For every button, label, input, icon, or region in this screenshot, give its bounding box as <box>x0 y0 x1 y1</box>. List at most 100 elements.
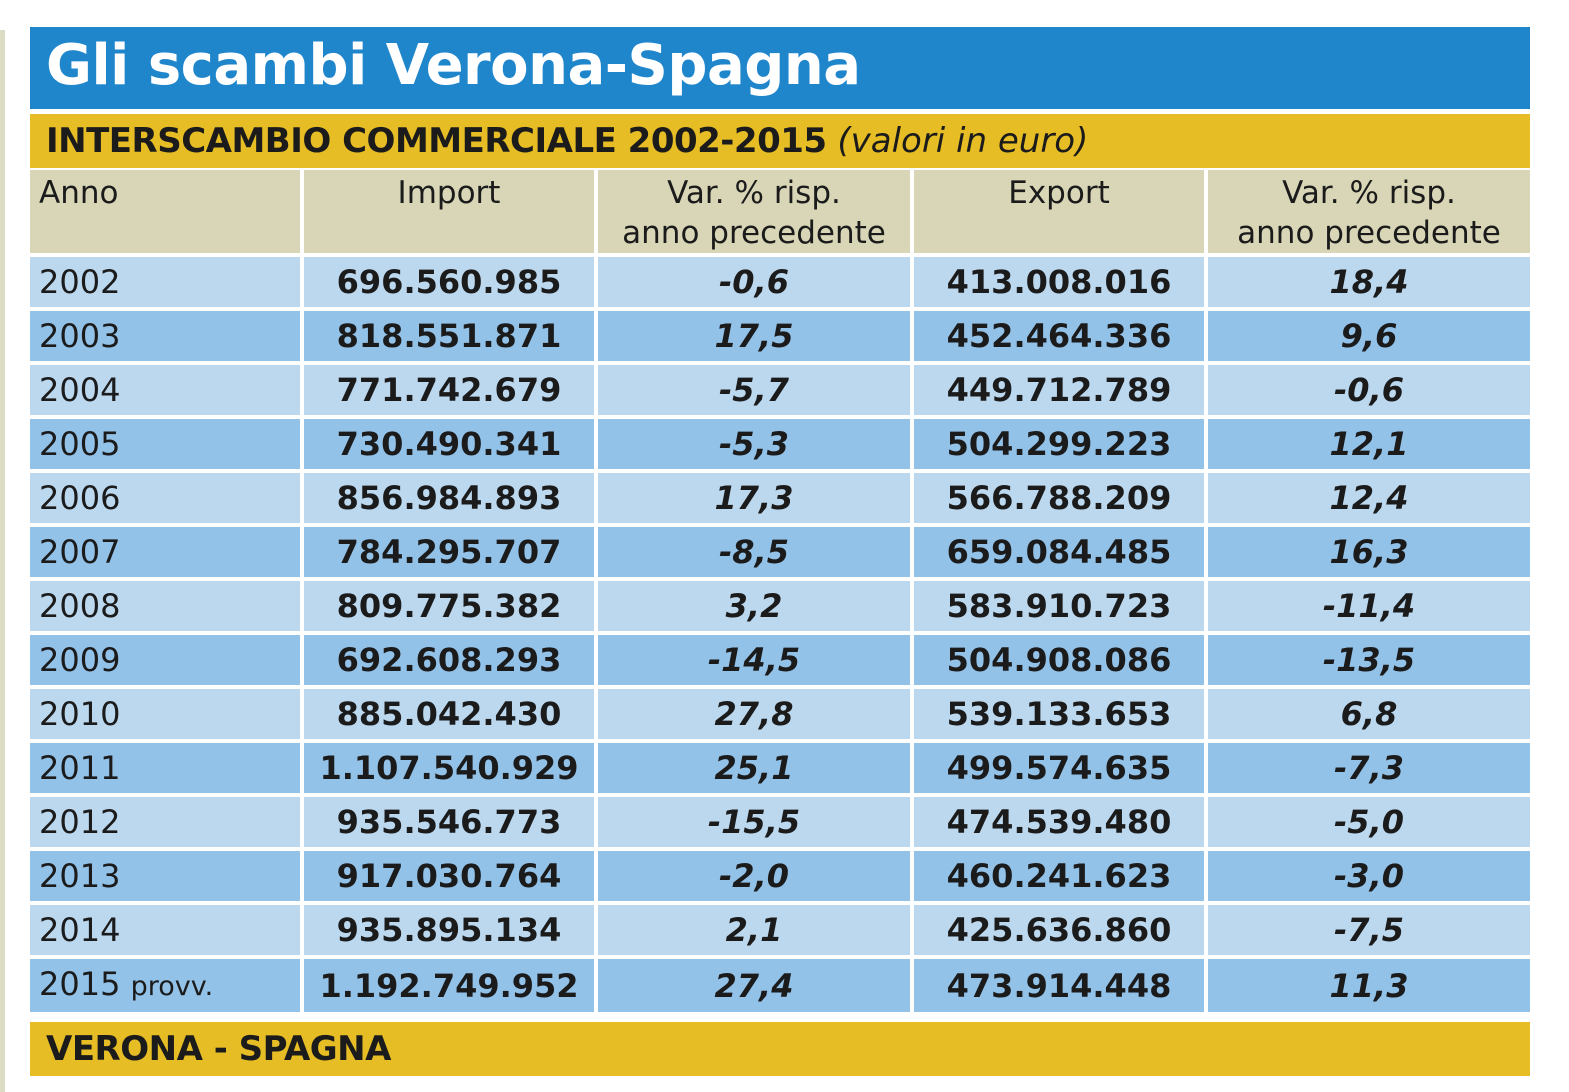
import-variation-cell: -0,6 <box>594 255 912 311</box>
import-variation-cell: 17,3 <box>594 471 912 527</box>
year-value: 2012 <box>39 803 121 841</box>
table-row: 2015 provv. 1.192.749.952 27,4 473.914.448 1… <box>30 957 1530 1016</box>
year-value: 2011 <box>39 749 121 787</box>
column-header-year: Anno <box>30 170 302 257</box>
export-variation-cell: -11,4 <box>1204 579 1530 635</box>
import-cell: 809.775.382 <box>300 579 596 635</box>
year-cell: 2015 provv. <box>30 957 302 1016</box>
import-variation-header-line2: anno precedente <box>622 215 886 251</box>
year-cell: 2010 <box>30 687 302 743</box>
year-value: 2009 <box>39 641 121 679</box>
subtitle-main: INTERSCAMBIO COMMERCIALE 2002-2015 <box>46 121 827 161</box>
year-cell: 2014 <box>30 903 302 959</box>
year-cell: 2006 <box>30 471 302 527</box>
export-cell: 460.241.623 <box>910 849 1206 905</box>
import-variation-cell: -15,5 <box>594 795 912 851</box>
export-cell: 504.908.086 <box>910 633 1206 689</box>
table-row: 2009 692.608.293 -14,5 504.908.086 -13,5 <box>30 633 1530 689</box>
import-variation-cell: 2,1 <box>594 903 912 959</box>
import-cell: 1.107.540.929 <box>300 741 596 797</box>
year-cell: 2005 <box>30 417 302 473</box>
year-cell: 2012 <box>30 795 302 851</box>
import-variation-cell: -8,5 <box>594 525 912 581</box>
year-cell: 2011 <box>30 741 302 797</box>
import-cell: 935.895.134 <box>300 903 596 959</box>
footer-title: VERONA - SPAGNA <box>46 1029 391 1069</box>
import-variation-cell: -5,7 <box>594 363 912 419</box>
export-variation-cell: 6,8 <box>1204 687 1530 743</box>
import-variation-cell: -2,0 <box>594 849 912 905</box>
year-value: 2003 <box>39 317 121 355</box>
import-variation-cell: 17,5 <box>594 309 912 365</box>
year-cell: 2004 <box>30 363 302 419</box>
subtitle-banner: INTERSCAMBIO COMMERCIALE 2002-2015 (valo… <box>30 114 1530 168</box>
export-variation-cell: -13,5 <box>1204 633 1530 689</box>
table-row: 2005 730.490.341 -5,3 504.299.223 12,1 <box>30 417 1530 473</box>
year-value: 2004 <box>39 371 121 409</box>
table-row: 2010 885.042.430 27,8 539.133.653 6,8 <box>30 687 1530 743</box>
year-value: 2006 <box>39 479 121 517</box>
export-variation-cell: -0,6 <box>1204 363 1530 419</box>
export-variation-cell: -7,5 <box>1204 903 1530 959</box>
year-cell: 2013 <box>30 849 302 905</box>
column-header-export: Export <box>910 170 1206 257</box>
import-variation-cell: 25,1 <box>594 741 912 797</box>
export-cell: 566.788.209 <box>910 471 1206 527</box>
export-variation-cell: -5,0 <box>1204 795 1530 851</box>
year-cell: 2007 <box>30 525 302 581</box>
table-row: 2011 1.107.540.929 25,1 499.574.635 -7,3 <box>30 741 1530 797</box>
import-variation-cell: 27,4 <box>594 957 912 1016</box>
table-row: 2002 696.560.985 -0,6 413.008.016 18,4 <box>30 255 1530 311</box>
import-variation-cell: 27,8 <box>594 687 912 743</box>
year-value: 2002 <box>39 263 121 301</box>
year-value: 2007 <box>39 533 121 571</box>
title-banner: Gli scambi Verona-Spagna <box>30 27 1530 109</box>
import-cell: 885.042.430 <box>300 687 596 743</box>
year-cell: 2002 <box>30 255 302 311</box>
import-variation-cell: -14,5 <box>594 633 912 689</box>
table-row: 2007 784.295.707 -8,5 659.084.485 16,3 <box>30 525 1530 581</box>
page-title: Gli scambi Verona-Spagna <box>46 33 861 98</box>
table-header-row: Anno Import Var. % risp. anno precedente… <box>30 170 1530 257</box>
export-variation-header-line2: anno precedente <box>1237 215 1501 251</box>
subtitle-note: (valori in euro) <box>837 121 1089 161</box>
export-variation-cell: 11,3 <box>1204 957 1530 1016</box>
column-header-export-variation: Var. % risp. anno precedente <box>1204 170 1530 257</box>
year-cell: 2008 <box>30 579 302 635</box>
year-value: 2015 <box>39 965 121 1003</box>
year-value: 2005 <box>39 425 121 463</box>
import-cell: 935.546.773 <box>300 795 596 851</box>
table-subtitle: INTERSCAMBIO COMMERCIALE 2002-2015 (valo… <box>46 120 1088 162</box>
import-variation-cell: 3,2 <box>594 579 912 635</box>
table-row: 2003 818.551.871 17,5 452.464.336 9,6 <box>30 309 1530 365</box>
export-variation-header-line1: Var. % risp. <box>1282 175 1456 211</box>
export-cell: 539.133.653 <box>910 687 1206 743</box>
export-cell: 413.008.016 <box>910 255 1206 311</box>
export-variation-cell: 12,4 <box>1204 471 1530 527</box>
export-cell: 583.910.723 <box>910 579 1206 635</box>
export-variation-cell: 9,6 <box>1204 309 1530 365</box>
year-cell: 2003 <box>30 309 302 365</box>
import-cell: 1.192.749.952 <box>300 957 596 1016</box>
trade-table: Anno Import Var. % risp. anno precedente… <box>30 170 1530 1016</box>
export-cell: 504.299.223 <box>910 417 1206 473</box>
import-cell: 771.742.679 <box>300 363 596 419</box>
import-cell: 917.030.764 <box>300 849 596 905</box>
export-variation-cell: 18,4 <box>1204 255 1530 311</box>
export-variation-cell: 12,1 <box>1204 417 1530 473</box>
export-variation-cell: -7,3 <box>1204 741 1530 797</box>
import-cell: 818.551.871 <box>300 309 596 365</box>
import-variation-header-line1: Var. % risp. <box>667 175 841 211</box>
table-row: 2004 771.742.679 -5,7 449.712.789 -0,6 <box>30 363 1530 419</box>
import-cell: 730.490.341 <box>300 417 596 473</box>
import-cell: 856.984.893 <box>300 471 596 527</box>
table-row: 2013 917.030.764 -2,0 460.241.623 -3,0 <box>30 849 1530 905</box>
year-value: 2008 <box>39 587 121 625</box>
column-header-import: Import <box>300 170 596 257</box>
export-cell: 474.539.480 <box>910 795 1206 851</box>
left-margin-rule <box>0 30 5 1092</box>
export-cell: 659.084.485 <box>910 525 1206 581</box>
year-note: provv. <box>130 971 214 1002</box>
export-cell: 449.712.789 <box>910 363 1206 419</box>
trade-table-body: Anno Import Var. % risp. anno precedente… <box>30 170 1530 1016</box>
